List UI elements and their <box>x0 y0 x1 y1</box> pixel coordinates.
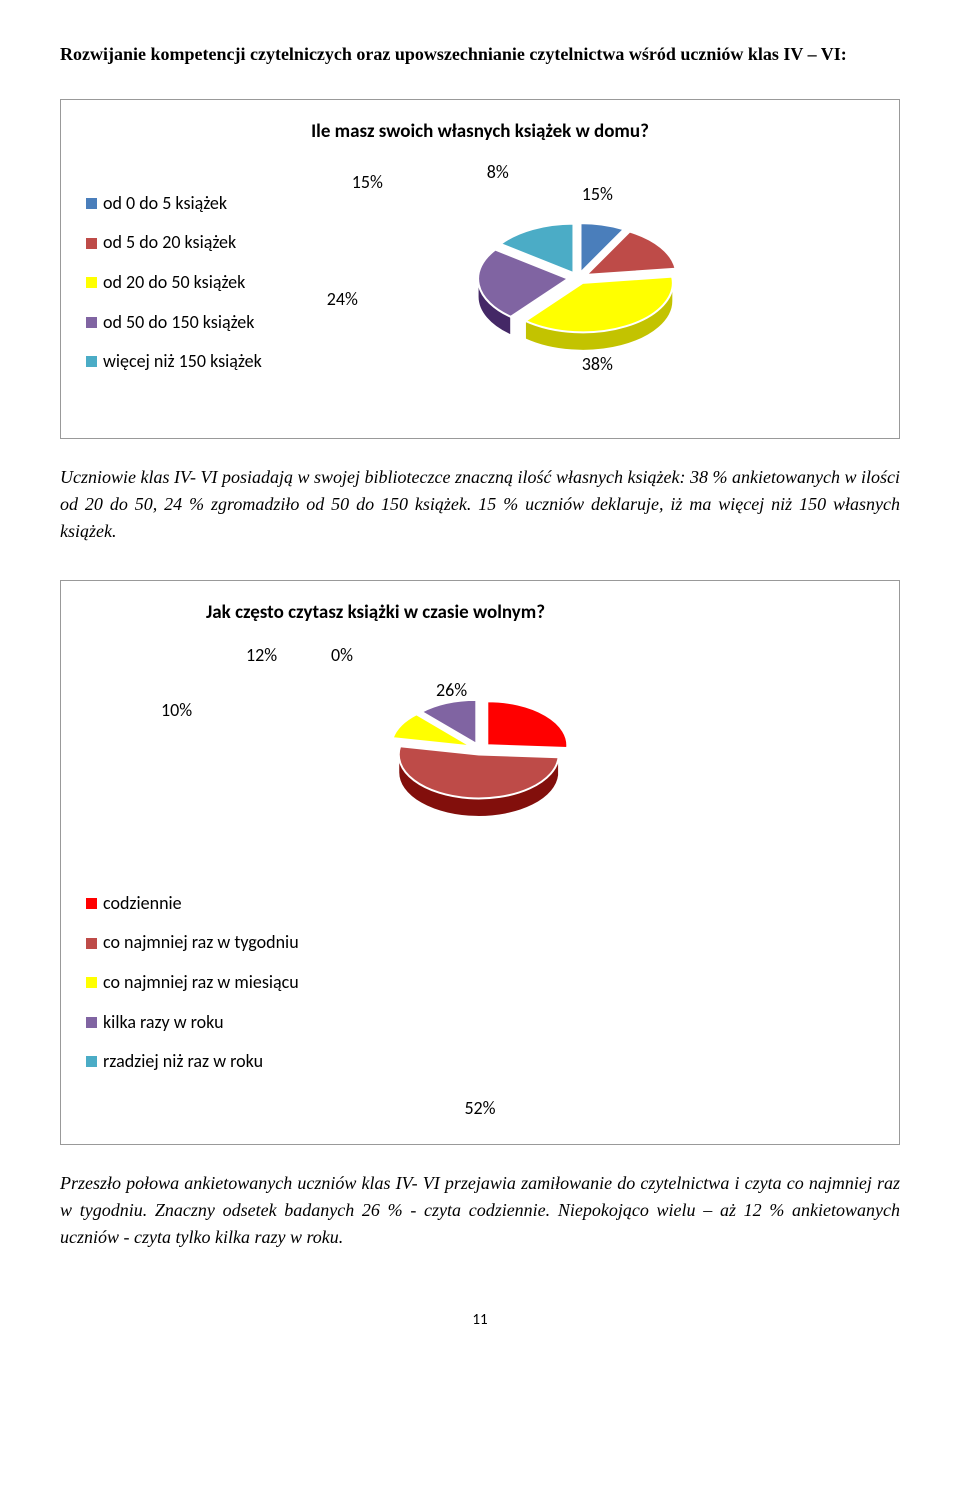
legend-label: co najmniej raz w miesiącu <box>103 963 299 1003</box>
legend-swatch <box>86 277 97 288</box>
pie-slice-label: 12% <box>246 644 277 666</box>
legend-swatch <box>86 938 97 949</box>
pie-slice-label: 38% <box>582 353 613 375</box>
chart1-legend: od 0 do 5 książekod 5 do 20 książekod 20… <box>86 184 262 382</box>
legend-swatch <box>86 1017 97 1028</box>
legend-label: od 5 do 20 książek <box>103 223 236 263</box>
legend-item: od 0 do 5 książek <box>86 184 262 224</box>
pie-slice-label: 15% <box>352 171 383 193</box>
legend-item: codziennie <box>86 884 874 924</box>
legend-label: od 20 do 50 książek <box>103 263 245 303</box>
legend-item: więcej niż 150 książek <box>86 342 262 382</box>
chart2-pie: 26% 10% 12% 0% <box>86 634 874 874</box>
chart1-pie: 8% 15% 38% 24% 15% <box>282 153 874 413</box>
legend-swatch <box>86 317 97 328</box>
legend-item: od 5 do 20 książek <box>86 223 262 263</box>
legend-swatch <box>86 356 97 367</box>
legend-item: rzadziej niż raz w roku <box>86 1042 874 1082</box>
legend-item: od 50 do 150 książek <box>86 303 262 343</box>
legend-label: co najmniej raz w tygodniu <box>103 923 299 963</box>
legend-swatch <box>86 198 97 209</box>
legend-item: co najmniej raz w miesiącu <box>86 963 874 1003</box>
chart1-title: Ile masz swoich własnych książek w domu? <box>86 120 874 143</box>
page-number: 11 <box>60 1311 900 1329</box>
legend-label: od 50 do 150 książek <box>103 303 254 343</box>
chart2-bottom-label: 52% <box>86 1097 874 1119</box>
chart1-container: Ile masz swoich własnych książek w domu?… <box>60 99 900 439</box>
pie-slice-label: 10% <box>161 699 192 721</box>
pie-slice-label: 0% <box>331 644 353 666</box>
legend-label: rzadziej niż raz w roku <box>103 1042 263 1082</box>
page-heading: Rozwijanie kompetencji czytelniczych ora… <box>60 40 900 69</box>
legend-label: od 0 do 5 książek <box>103 184 227 224</box>
pie-slice-label: 15% <box>582 183 613 205</box>
legend-swatch <box>86 238 97 249</box>
paragraph-2: Przeszło połowa ankietowanych uczniów kl… <box>60 1170 900 1251</box>
pie-slice-label: 24% <box>327 288 358 310</box>
legend-item: od 20 do 50 książek <box>86 263 262 303</box>
chart2-title: Jak często czytasz książki w czasie woln… <box>86 601 874 624</box>
legend-label: kilka razy w roku <box>103 1003 224 1043</box>
legend-item: co najmniej raz w tygodniu <box>86 923 874 963</box>
legend-swatch <box>86 898 97 909</box>
chart2-legend: codziennieco najmniej raz w tygodniuco n… <box>86 884 874 1082</box>
legend-label: więcej niż 150 książek <box>103 342 262 382</box>
legend-swatch <box>86 977 97 988</box>
chart2-container: Jak często czytasz książki w czasie woln… <box>60 580 900 1145</box>
legend-item: kilka razy w roku <box>86 1003 874 1043</box>
pie-slice-label: 26% <box>436 679 467 701</box>
pie-slice-label: 8% <box>487 161 509 183</box>
paragraph-1: Uczniowie klas IV- VI posiadają w swojej… <box>60 464 900 545</box>
legend-swatch <box>86 1056 97 1067</box>
legend-label: codziennie <box>103 884 182 924</box>
